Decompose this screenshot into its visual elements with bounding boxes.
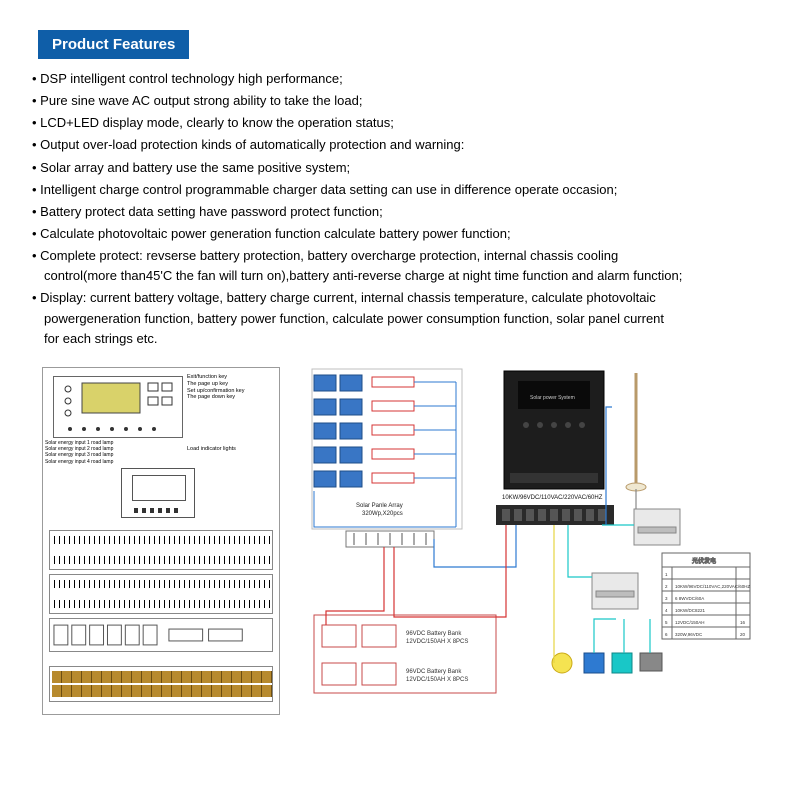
svg-text:12VDC/150AH: 12VDC/150AH (675, 620, 705, 625)
load-indicator-label: Load indicator lights (187, 446, 236, 452)
svg-text:320Wp,X20pcs: 320Wp,X20pcs (362, 511, 403, 517)
feature-list: DSP intelligent control technology high … (32, 69, 800, 349)
svg-text:96VDC Battery Bank: 96VDC Battery Bank (406, 669, 462, 675)
antenna-icon (626, 373, 646, 491)
feature-item: Display: current battery voltage, batter… (32, 288, 800, 348)
svg-text:16: 16 (740, 620, 746, 625)
terminal-row (49, 666, 273, 702)
inverter-cabinet-icon: Solar power System 10KW/96VDC/110VAC/220… (496, 371, 614, 525)
svg-text:Solar power System: Solar power System (530, 395, 575, 401)
svg-text:Solar Panle Array: Solar Panle Array (356, 503, 403, 509)
feature-item: Intelligent charge control programmable … (32, 180, 800, 200)
feature-item: Calculate photovoltaic power generation … (32, 224, 800, 244)
meter-icon (121, 468, 195, 518)
feature-item: DSP intelligent control technology high … (32, 69, 800, 89)
feature-item: Solar array and battery use the same pos… (32, 158, 800, 178)
load-icons (552, 653, 662, 673)
svg-text:96VDC Battery Bank: 96VDC Battery Bank (406, 631, 462, 637)
lcd-display-icon (53, 376, 183, 438)
svg-text:光伏发电: 光伏发电 (692, 557, 716, 565)
svg-text:6 8WVDC/60A: 6 8WVDC/60A (675, 596, 704, 601)
input-labels: Solar energy input 1 road lamp Solar ene… (45, 440, 113, 465)
feature-item: LCD+LED display mode, clearly to know th… (32, 113, 800, 133)
svg-text:10KW/96VDC/110VAC,220VAC/60HZ: 10KW/96VDC/110VAC,220VAC/60HZ (675, 584, 751, 589)
feature-item: Pure sine wave AC output strong ability … (32, 91, 800, 111)
breaker-row (49, 574, 273, 614)
svg-text:10KW/DC8221: 10KW/DC8221 (675, 608, 706, 613)
battery-bank-icon: 96VDC Battery Bank 12VDC/150AH X 8PCS 96… (314, 615, 496, 693)
svg-text:10KW/96VDC/110VAC/220VAC/60HZ: 10KW/96VDC/110VAC/220VAC/60HZ (502, 495, 603, 501)
svg-text:12VDC/150AH X 8PCS: 12VDC/150AH X 8PCS (406, 677, 468, 683)
system-wiring-diagram: Solar Panle Array 320Wp,X20pcs Solar pow… (306, 367, 754, 713)
section-header: Product Features (38, 30, 189, 59)
spec-table: 光伏发电 1 210KW/96VDC/110VAC,220VAC/60HZ 36… (662, 553, 751, 639)
key-labels: Exit/function key The page up key Set up… (187, 374, 244, 402)
svg-text:12VDC/150AH X 8PCS: 12VDC/150AH X 8PCS (406, 639, 468, 645)
feature-item: Battery protect data setting have passwo… (32, 202, 800, 222)
svg-text:320W,96VDC: 320W,96VDC (675, 632, 703, 637)
solar-array-icon: Solar Panle Array 320Wp,X20pcs (312, 369, 462, 547)
svg-text:20: 20 (740, 632, 746, 637)
breaker-row (49, 530, 273, 570)
control-panel-diagram: Exit/function key The page up key Set up… (42, 367, 280, 715)
feature-item: Output over-load protection kinds of aut… (32, 135, 800, 155)
fuse-row (49, 618, 273, 652)
feature-item: Complete protect: revserse battery prote… (32, 246, 800, 286)
